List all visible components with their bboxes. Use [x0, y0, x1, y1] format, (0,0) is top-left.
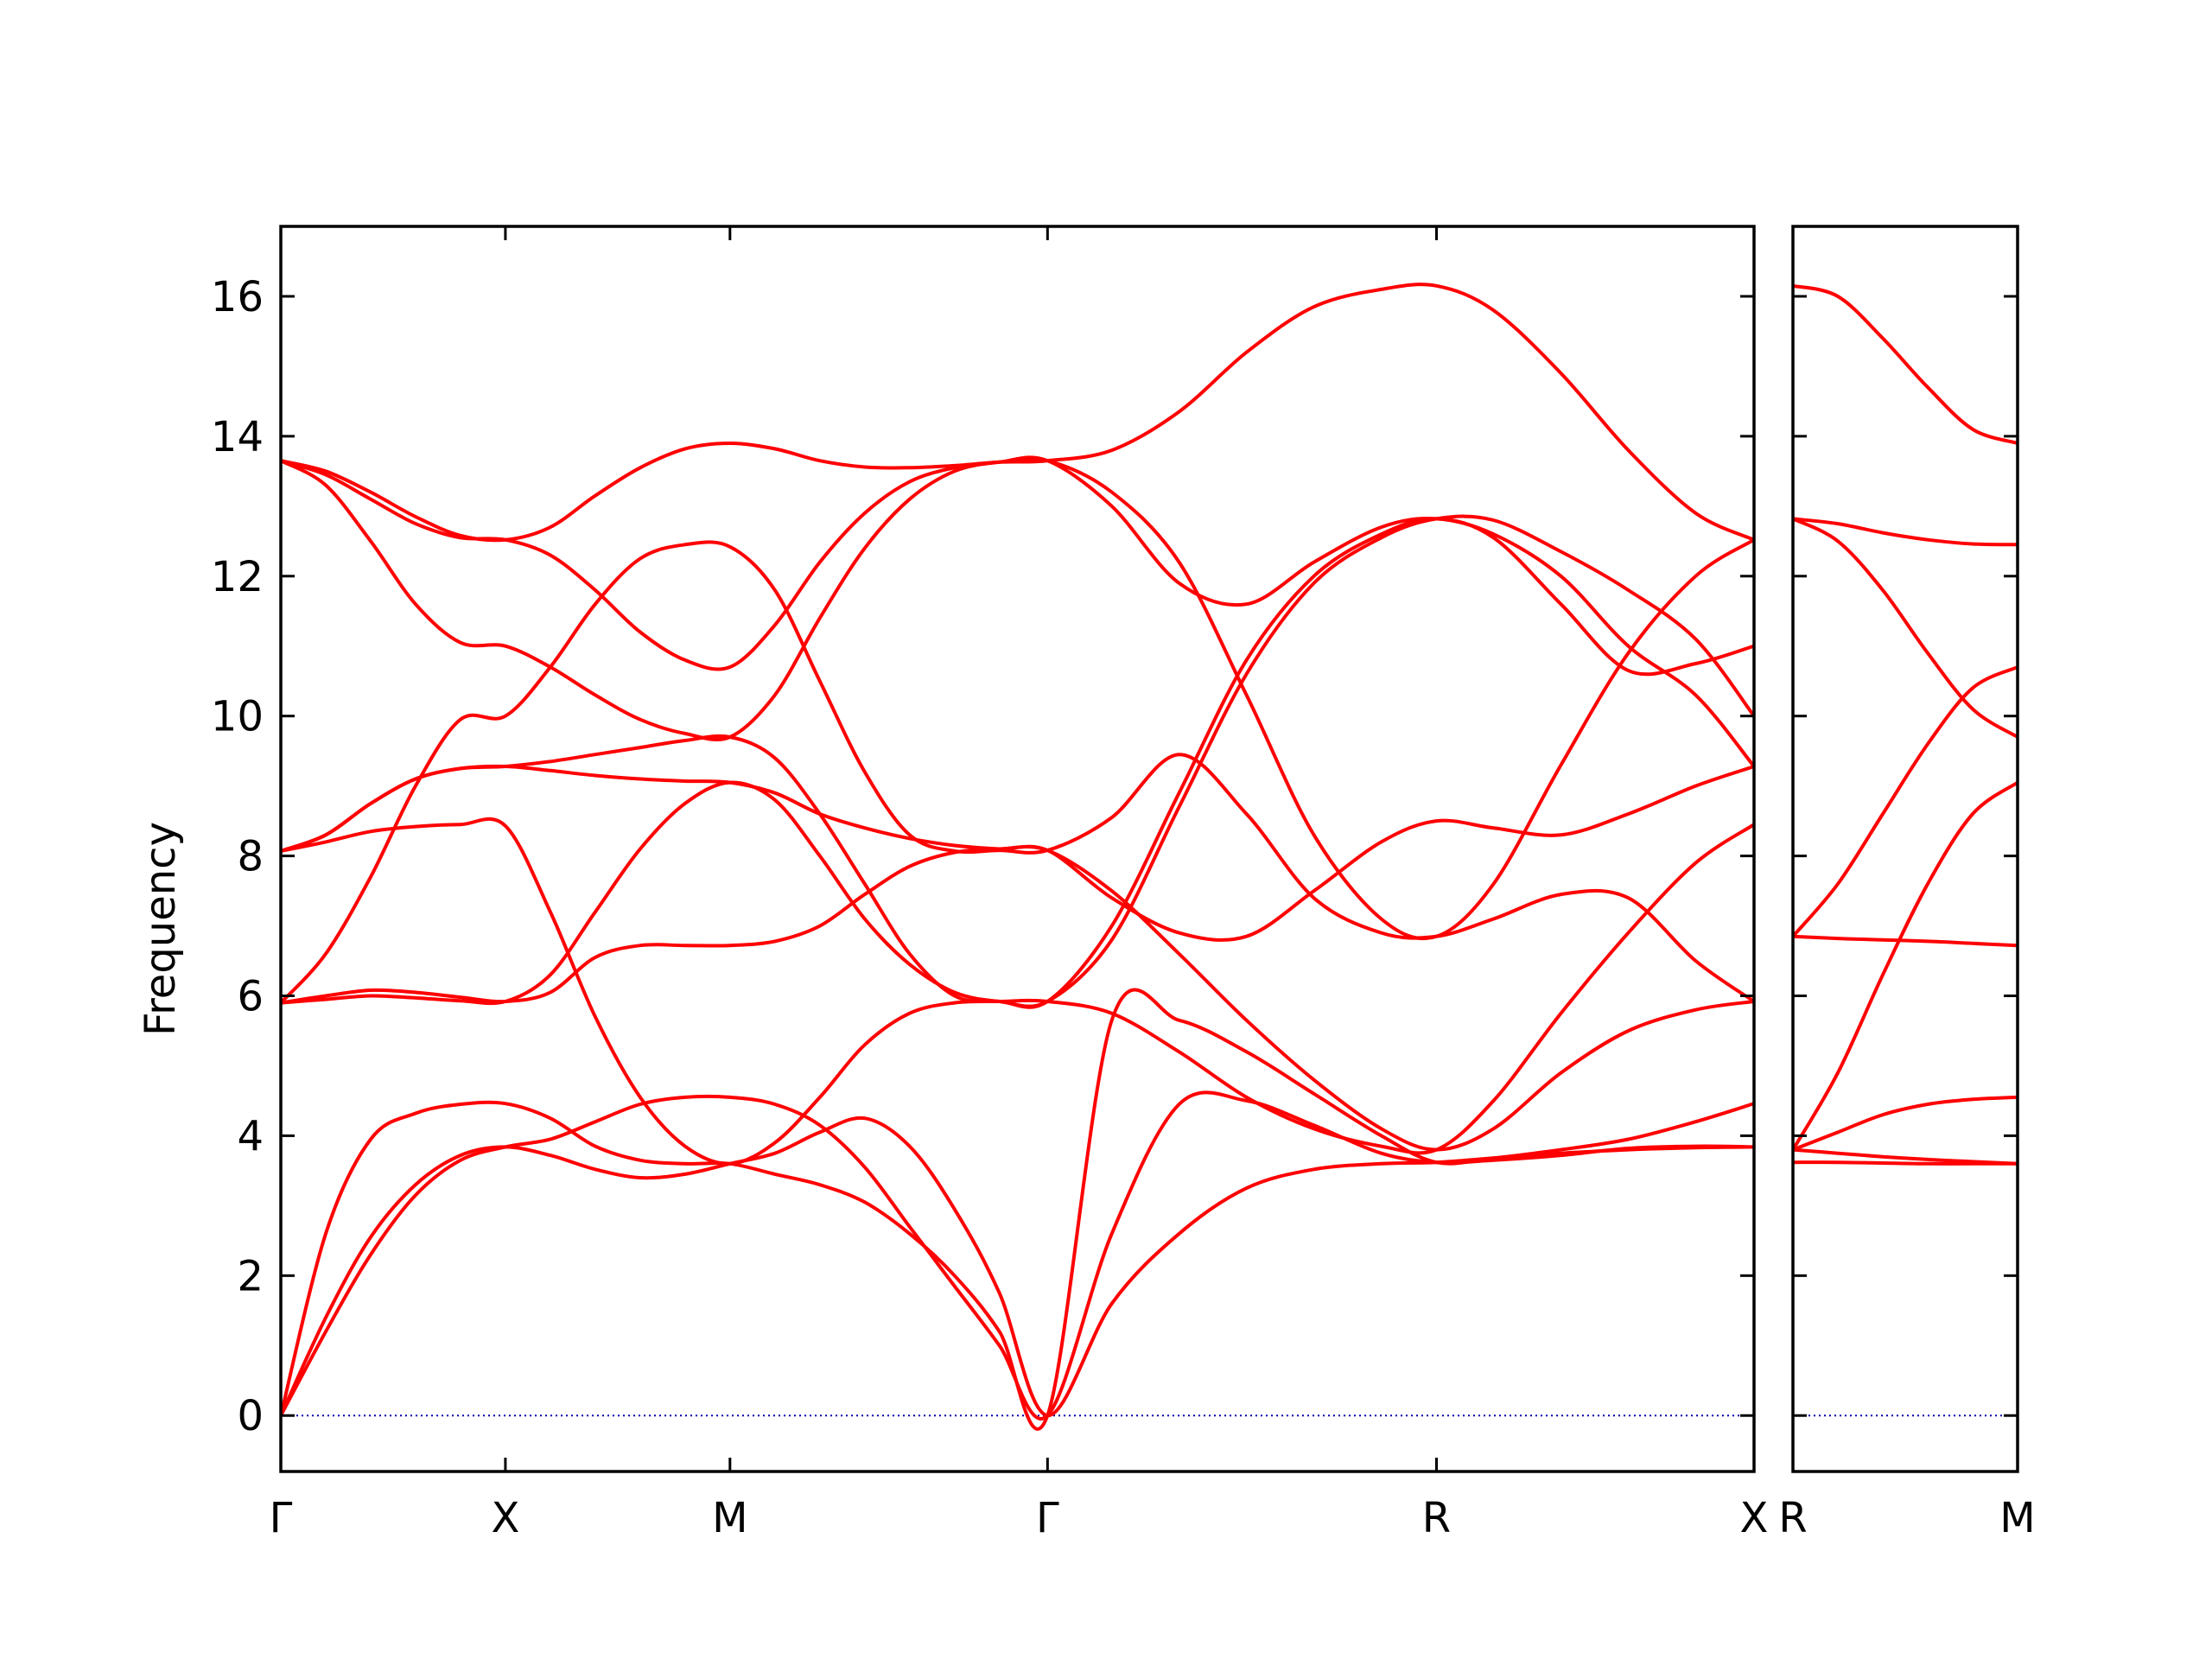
- band-right-8: [1793, 517, 2018, 547]
- y-tick-label: 4: [237, 1112, 264, 1160]
- band-main-3: [281, 988, 1754, 1431]
- band-right-1: [1793, 1160, 2018, 1166]
- x-tick-label: X: [1740, 1494, 1769, 1542]
- y-tick-label: 0: [237, 1392, 264, 1440]
- y-tick-label: 8: [237, 833, 264, 881]
- band-right-3: [1793, 1095, 2018, 1152]
- band-group: [1793, 283, 2018, 1166]
- band-group: [281, 283, 1754, 1431]
- band-main-5: [281, 540, 1754, 1005]
- y-axis-label: Frequency: [137, 822, 185, 1036]
- x-tick-label: M: [1999, 1494, 2035, 1542]
- y-tick-label: 10: [211, 693, 264, 741]
- plot-frame: [1791, 225, 2019, 1473]
- band-right-7: [1793, 517, 2018, 739]
- x-tick-label: Γ: [270, 1494, 293, 1542]
- x-tick-label: R: [1778, 1494, 1807, 1542]
- band-main-9: [281, 764, 1754, 942]
- band-main-10: [281, 455, 1754, 768]
- band-main-7: [281, 514, 1754, 1008]
- band-right-5: [1793, 934, 2018, 948]
- x-tick-label: R: [1422, 1494, 1451, 1542]
- band-main-12: [281, 283, 1754, 543]
- plot-frame: [279, 225, 1756, 1473]
- band-right-9: [1793, 283, 2018, 445]
- band-right-2: [1793, 1147, 2018, 1166]
- band-main-1: [281, 1116, 1754, 1418]
- y-tick-label: 6: [237, 973, 264, 1021]
- y-tick-label: 12: [211, 553, 264, 601]
- band-main-8: [281, 517, 1754, 1009]
- y-tick-label: 2: [237, 1252, 264, 1300]
- band-main-6: [281, 817, 1754, 1166]
- panel-main: 0 2 4 6 8 10 12 14 16 Γ X M Γ R X: [211, 225, 1769, 1542]
- x-tick-label: X: [491, 1494, 519, 1542]
- band-main-11: [281, 456, 1754, 941]
- band-main-2: [281, 1090, 1754, 1421]
- band-right-4: [1793, 780, 2018, 1152]
- x-tick-label: Γ: [1036, 1494, 1059, 1542]
- y-tick-label: 16: [211, 273, 264, 321]
- y-tick-label: 14: [211, 413, 264, 461]
- band-right-6: [1793, 665, 2018, 938]
- x-tick-label: M: [712, 1494, 747, 1542]
